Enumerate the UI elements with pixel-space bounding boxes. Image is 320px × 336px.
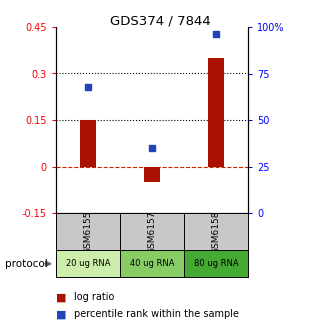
Text: GSM6158: GSM6158 [212,210,220,254]
Point [213,32,219,37]
Text: GSM6155: GSM6155 [84,210,92,254]
Text: GDS374 / 7844: GDS374 / 7844 [110,14,210,27]
Text: ■: ■ [56,309,67,319]
Text: percentile rank within the sample: percentile rank within the sample [74,309,239,319]
Point [85,84,91,89]
Text: 20 ug RNA: 20 ug RNA [66,259,110,268]
Text: GSM6157: GSM6157 [148,210,156,254]
Text: protocol: protocol [5,259,48,269]
Bar [144,167,160,182]
Bar [80,120,96,167]
Point [149,145,155,151]
Text: 80 ug RNA: 80 ug RNA [194,259,238,268]
Text: log ratio: log ratio [74,292,114,302]
Text: ■: ■ [56,292,67,302]
Bar [208,58,224,167]
Text: 40 ug RNA: 40 ug RNA [130,259,174,268]
